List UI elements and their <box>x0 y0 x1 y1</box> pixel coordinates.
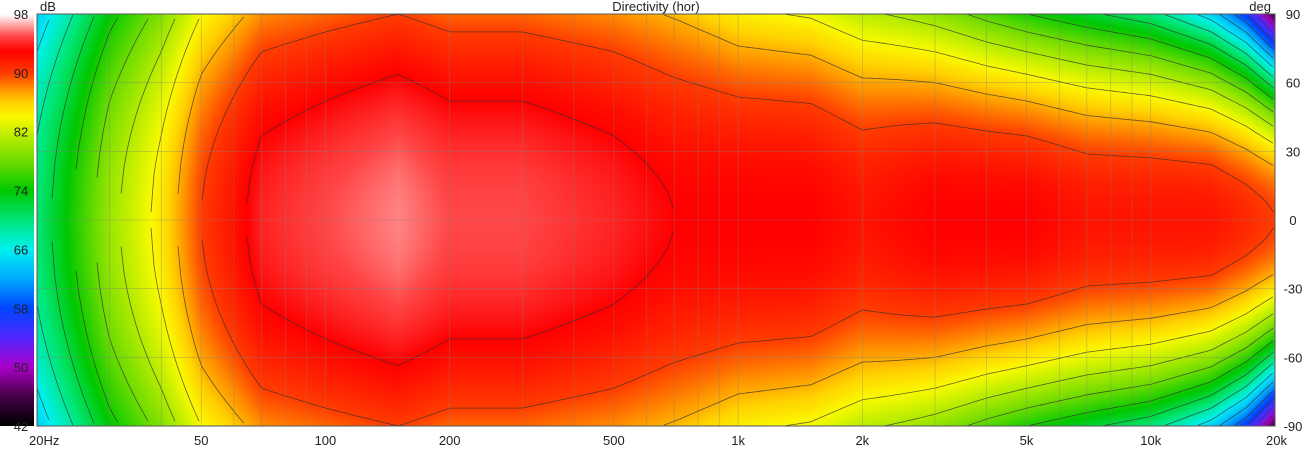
contour-line-90-upper <box>201 13 1274 213</box>
x-tick-label: 1k <box>731 433 745 448</box>
y-tick-label: -90 <box>1284 419 1303 434</box>
contour-line-81-lower <box>120 246 1274 426</box>
contour-line-63-lower <box>1218 381 1274 427</box>
colorbar-tick-label: 74 <box>14 184 28 199</box>
contour-line-51-upper <box>1263 15 1274 26</box>
y-tick-label: -30 <box>1284 282 1303 297</box>
contour-line-66-upper <box>36 14 1274 68</box>
x-tick-label: 10k <box>1140 433 1161 448</box>
x-tick-label: 2k <box>855 433 869 448</box>
x-tick-label: 5k <box>1020 433 1034 448</box>
colorbar-tick-label: 90 <box>14 66 28 81</box>
colorbar-unit: dB <box>40 0 56 14</box>
contour-line-84-upper <box>150 13 1274 213</box>
contour-line-51-lower <box>1263 414 1274 425</box>
contour-line-75-upper <box>75 14 1274 170</box>
contour-line-60-upper <box>1233 13 1274 50</box>
contour-line-66-lower <box>36 372 1274 426</box>
x-tick-label: 20Hz <box>29 433 59 448</box>
x-tick-label: 100 <box>315 433 337 448</box>
x-tick-label: 50 <box>194 433 208 448</box>
colorbar-tick-label: 50 <box>14 360 28 375</box>
contour-line-87-upper <box>177 14 1274 194</box>
contour-line-57-upper <box>1248 15 1274 42</box>
y-tick-label: -60 <box>1284 350 1303 365</box>
y-axis-unit: deg <box>1249 0 1271 14</box>
contour-line-87-lower <box>177 246 1274 426</box>
contour-line-63-upper <box>1218 13 1274 59</box>
contour-line-90-lower <box>201 227 1274 427</box>
contour-line-72-upper <box>51 13 1274 199</box>
colorbar-tick-label: 82 <box>14 125 28 140</box>
contour-line-84-lower <box>150 227 1274 427</box>
colorbar-tick-label: 58 <box>14 301 28 316</box>
contour-line-54-lower <box>1257 406 1274 424</box>
contour-line-72-lower <box>51 241 1274 427</box>
y-tick-label: 90 <box>1286 7 1300 22</box>
contour-line-54-upper <box>1257 16 1274 34</box>
contour-line-60-lower <box>1233 390 1274 427</box>
x-tick-label: 500 <box>603 433 625 448</box>
contour-line-69-lower <box>36 304 1274 426</box>
colorbar-tick-label: 42 <box>14 419 28 434</box>
x-tick-label: 200 <box>439 433 461 448</box>
contour-line-57-lower <box>1248 398 1274 425</box>
plot-frame <box>36 13 1276 427</box>
colorbar <box>0 14 34 426</box>
contour-line-78-upper <box>96 13 1274 178</box>
contour-line-75-lower <box>75 270 1274 426</box>
colorbar-tick-label: 66 <box>14 242 28 257</box>
contour-line-93-upper <box>246 74 674 209</box>
x-tick-label: 20k <box>1266 433 1287 448</box>
y-tick-label: 30 <box>1286 144 1300 159</box>
y-tick-label: 60 <box>1286 76 1300 91</box>
contour-line-48-lower <box>1269 421 1274 426</box>
contour-line-93-lower <box>246 231 674 366</box>
contour-line-48-upper <box>1269 14 1274 19</box>
y-tick-label: 0 <box>1289 213 1296 228</box>
contour-line-69-upper <box>36 14 1274 136</box>
contour-line-81-upper <box>120 14 1274 194</box>
chart-title: Directivity (hor) <box>612 0 699 14</box>
contour-line-78-lower <box>96 262 1274 427</box>
colorbar-tick-label: 98 <box>14 7 28 22</box>
